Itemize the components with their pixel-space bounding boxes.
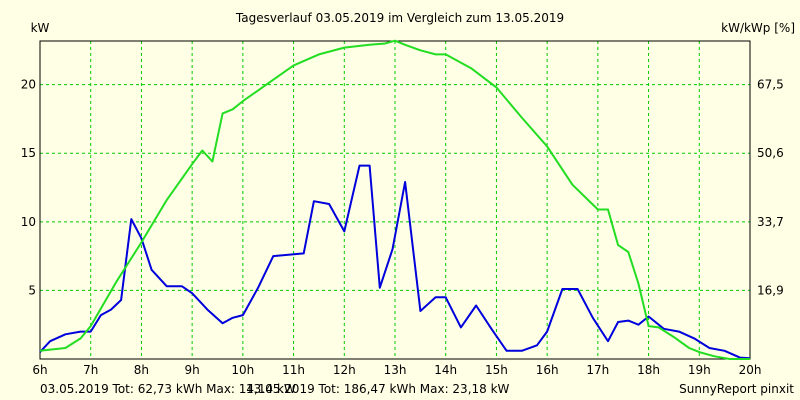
y-axis-left-ticks: 5 10 15 20 <box>21 78 36 298</box>
x-tick-label: 6h <box>32 363 47 377</box>
y-axis-right-ticks: 16,9 33,7 50,6 67,5 <box>757 78 784 298</box>
x-tick-label: 10h <box>231 363 254 377</box>
x-tick-label: 19h <box>688 363 711 377</box>
x-tick-label: 7h <box>83 363 98 377</box>
x-tick-label: 12h <box>333 363 356 377</box>
chart-title: Tagesverlauf 03.05.2019 im Vergleich zum… <box>235 11 564 25</box>
series-line-2 <box>39 39 750 360</box>
x-tick-label: 17h <box>586 363 609 377</box>
footer-series-1-summary: 03.05.2019 Tot: 62,73 kWh Max: 14,14 kW <box>40 382 296 396</box>
x-axis-ticks: 6h 7h 8h 9h 10h 11h 12h 13h 14h 15h 16h 17h 18h 19h 20… <box>32 363 761 377</box>
y-tick-label-left: 20 <box>21 78 36 92</box>
y-tick-label-left: 15 <box>21 146 36 160</box>
grid <box>40 41 750 359</box>
x-tick-label: 11h <box>282 363 305 377</box>
x-tick-label: 15h <box>485 363 508 377</box>
footer-credit: SunnyReport pinxit <box>679 382 794 396</box>
x-tick-label: 13h <box>384 363 407 377</box>
footer-series-2-summary: 13.05.2019 Tot: 186,47 kWh Max: 23,18 kW <box>246 382 510 396</box>
y-tick-label-right: 50,6 <box>757 146 784 160</box>
y-axis-left-label: kW <box>31 21 50 35</box>
y-tick-label-right: 33,7 <box>757 215 784 229</box>
x-tick-label: 9h <box>185 363 200 377</box>
x-tick-label: 8h <box>134 363 149 377</box>
y-tick-label-right: 16,9 <box>757 283 784 297</box>
y-tick-label-left: 5 <box>28 283 36 297</box>
x-tick-label: 14h <box>434 363 457 377</box>
x-tick-label: 18h <box>637 363 660 377</box>
x-tick-label: 16h <box>536 363 559 377</box>
y-axis-right-label: kW/kWp [%] <box>721 21 795 35</box>
y-tick-label-right: 67,5 <box>757 78 784 92</box>
y-tick-label-left: 10 <box>21 215 36 229</box>
series-group <box>39 39 751 360</box>
x-tick-label: 20h <box>739 363 762 377</box>
series-line-1 <box>39 164 751 360</box>
